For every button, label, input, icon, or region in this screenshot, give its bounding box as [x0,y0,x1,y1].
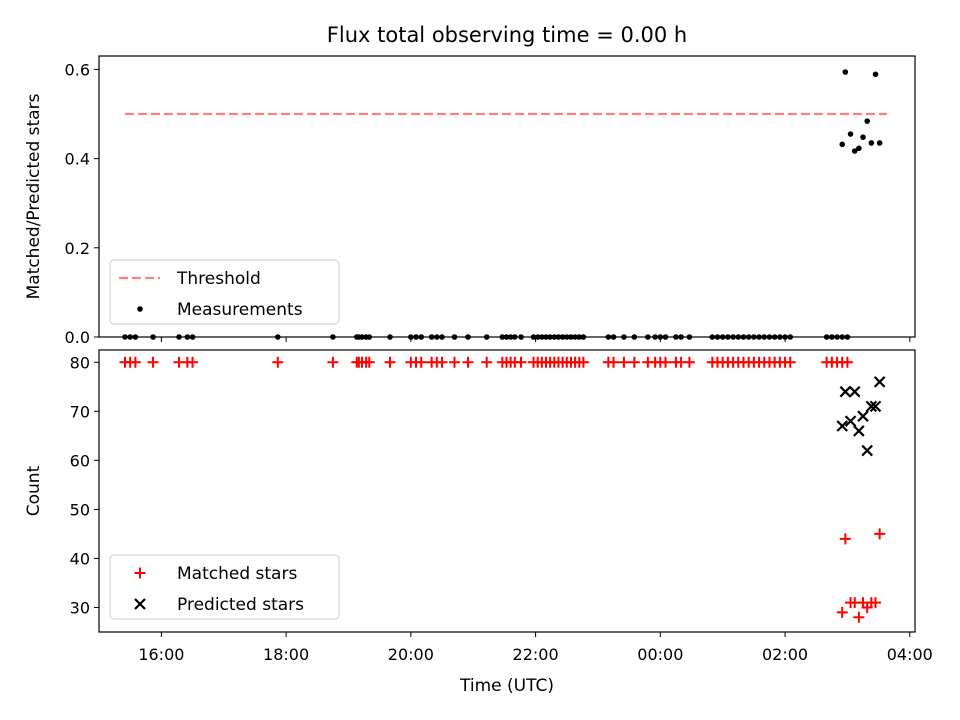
matched-star-marker [836,606,848,618]
predicted-star-marker [869,400,882,413]
matched-star-marker [683,356,695,368]
matched-star-marker [784,356,796,368]
predicted-star-marker [839,385,852,398]
matched-star-marker [462,356,474,368]
matched-star-marker [129,356,141,368]
matched-star-marker [874,528,886,540]
legend-label: Predicted stars [177,595,304,615]
legend-label: Matched stars [177,564,297,584]
figure-title: Flux total observing time = 0.00 h [327,23,687,47]
y-tick-label: 0.6 [65,60,90,79]
matched-star-marker [436,356,448,368]
matched-star-marker [577,356,589,368]
predicted-star-marker [857,410,869,422]
measurement-point [851,148,858,154]
x-tick-label: 00:00 [637,645,683,664]
legend-label: Threshold [176,269,261,289]
measurement-point [872,71,879,78]
y-tick-label: 50 [70,500,90,519]
matched-star-marker [449,356,461,368]
matched-star-marker [187,356,199,368]
x-tick-label: 02:00 [762,645,808,664]
y-tick-label: 40 [70,549,90,568]
matched-star-marker [363,356,375,368]
matched-star-marker [618,356,630,368]
legend-box [109,554,340,620]
y-tick-label: 30 [70,598,90,617]
legend-matched-swatch [134,567,146,579]
y-tick-label: 0.0 [65,328,90,347]
y-tick-label: 70 [70,402,90,421]
matched-star-marker [327,356,339,368]
axes-frame [98,349,916,633]
x-axis-label: Time (UTC) [459,676,554,696]
y-axis-label: Matched/Predicted stars [24,93,44,299]
matched-star-marker [515,356,527,368]
legend-label: Measurements [177,300,303,320]
x-tick-label: 20:00 [388,645,434,664]
matched-star-marker [841,356,853,368]
y-tick-label: 80 [70,353,90,372]
matched-star-marker [839,533,851,545]
predicted-star-marker [836,420,849,432]
predicted-star-marker [861,444,873,457]
measurement-point [856,145,862,152]
y-tick-label: 0.2 [65,239,90,258]
measurement-point [860,134,866,140]
matched-star-marker [628,356,640,368]
predicted-star-marker [865,400,878,413]
x-tick-label: 04:00 [887,645,933,664]
legend-measurement-swatch [137,306,143,312]
predicted-star-marker [853,425,865,437]
matched-star-marker [415,356,427,368]
matched-star-marker [272,356,284,368]
x-tick-label: 18:00 [263,645,309,664]
predicted-star-marker [873,376,886,388]
legend-predicted-swatch [134,598,146,610]
predicted-star-marker [848,385,861,398]
predicted-star-marker [844,415,857,427]
x-tick-label: 22:00 [513,645,559,664]
matched-star-marker [853,611,865,623]
axes-frame [98,55,916,338]
matched-star-marker [481,356,493,368]
matched-star-marker [147,356,159,368]
y-tick-label: 0.4 [65,150,90,169]
legend-box [109,259,340,325]
matched-star-marker [660,356,672,368]
measurement-point [868,140,875,146]
matched-star-marker [869,597,881,609]
measurement-point [842,69,849,75]
bottom-panel: 30 40 50 60 70 80 16:00 18:00 20:00 22:00 00:00 02:… [24,349,933,696]
measurement-point [847,131,854,137]
matched-star-marker [608,356,620,368]
measurement-point [864,118,870,124]
top-panel: 0.0 0.2 0.4 0.6 Matched/Predicted stars Thres… [24,55,916,347]
measurement-point [839,141,846,148]
y-axis-label: Count [24,465,44,516]
matched-star-marker [384,356,396,368]
x-tick-label: 16:00 [138,645,184,664]
y-tick-label: 60 [70,451,90,470]
measurement-point [876,140,883,146]
